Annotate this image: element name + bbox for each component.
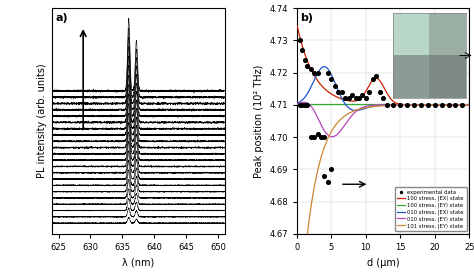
Point [303,64,311,68]
Point [445,103,452,107]
Point [424,103,432,107]
Point [307,135,314,139]
Point [345,96,352,101]
Point [310,70,318,75]
Point [335,90,342,94]
Point [373,74,380,78]
Point [307,67,314,72]
Point [299,48,306,52]
Text: b): b) [301,13,313,23]
Point [431,103,438,107]
Point [376,90,383,94]
Point [410,103,418,107]
Point [310,135,318,139]
Point [458,103,466,107]
Point [314,132,321,136]
Point [365,90,373,94]
Point [369,77,376,81]
Point [296,38,303,43]
Y-axis label: Peak position (10² THz): Peak position (10² THz) [254,64,264,178]
Point [341,96,349,101]
Point [452,103,459,107]
Point [397,103,404,107]
Y-axis label: PL intensity (arb. units): PL intensity (arb. units) [36,64,46,178]
Point [296,103,303,107]
Point [317,135,325,139]
Point [352,96,359,101]
Point [321,174,328,178]
Point [403,103,411,107]
Text: a): a) [55,13,68,23]
Point [303,103,311,107]
Point [390,103,397,107]
Point [324,180,332,184]
Point [383,103,390,107]
X-axis label: λ (nm): λ (nm) [122,258,155,267]
Point [331,84,338,88]
Point [338,90,346,94]
Point [417,103,425,107]
Point [324,70,332,75]
Point [321,135,328,139]
Point [301,58,309,62]
Point [438,103,446,107]
Point [355,96,363,101]
Point [299,103,306,107]
Point [362,96,370,101]
Point [328,77,335,81]
Point [379,96,387,101]
Point [314,70,321,75]
Point [301,103,309,107]
Point [359,93,366,97]
X-axis label: d (μm): d (μm) [367,258,400,267]
Legend: experimental data, 100 stress, |EX⟩ state, 100 stress, |EY⟩ state, 010 stress, |: experimental data, 100 stress, |EX⟩ stat… [395,187,466,231]
Point [328,167,335,172]
Point [348,93,356,97]
